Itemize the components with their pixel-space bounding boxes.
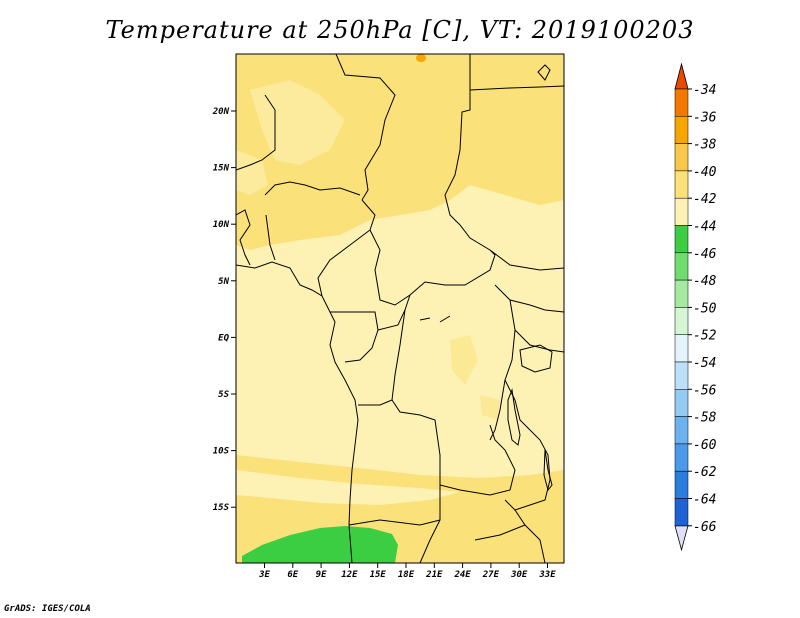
field-patch-north <box>250 80 345 165</box>
colorbar-label: -46 <box>693 247 717 262</box>
colorbar-segment <box>674 361 689 390</box>
lat-tick-label: 10S <box>213 447 230 457</box>
map-frame <box>235 53 565 564</box>
temperature-field <box>236 54 564 563</box>
colorbar-triangle-top <box>674 62 689 90</box>
colorbar-label: -42 <box>693 192 717 207</box>
lon-tick-label: 9E <box>316 570 327 580</box>
lat-tick-label: 15N <box>213 164 230 174</box>
lat-tick-label: EQ <box>218 333 229 343</box>
colorbar-segment <box>674 279 689 308</box>
colorbar-label: -56 <box>693 383 717 398</box>
colorbar-segment <box>674 225 689 254</box>
coastline-ne <box>537 64 551 81</box>
colorbar: -34 -36 -38 -40 -42 -44 -46 -48 -50 -52 -54 -56 -58 -… <box>674 62 717 552</box>
border-south-1 <box>391 399 516 496</box>
border-north-3 <box>469 85 564 91</box>
lat-tick-label: 5N <box>218 277 229 287</box>
border-north-2 <box>444 54 564 271</box>
map-title: Temperature at 250hPa [C], VT: 201910020… <box>105 16 695 44</box>
colorbar-segment <box>674 143 689 172</box>
border-north-1 <box>335 54 396 201</box>
colorbar-label: -40 <box>693 165 717 180</box>
border-east-3 <box>514 329 564 353</box>
colorbar-segment <box>674 416 689 445</box>
coastline-west-2 <box>236 209 251 266</box>
border-east-2 <box>509 299 564 313</box>
lat-tick-label: 20N <box>212 107 230 117</box>
border-west-2 <box>236 94 276 171</box>
colorbar-label: -54 <box>693 356 716 371</box>
colorbar-label: -44 <box>693 220 716 235</box>
map-boundaries <box>236 54 564 563</box>
lat-tick-label: 10N <box>213 220 230 230</box>
lon-axis: 3E 6E 9E 12E 15E 18E 21E 24E 27E 30E 33E <box>258 563 556 580</box>
lon-tick-label: 27E <box>482 570 500 580</box>
colorbar-label: -36 <box>693 110 717 125</box>
colorbar-segment <box>674 170 689 199</box>
border-east-1 <box>489 284 516 441</box>
border-west-3 <box>265 214 276 261</box>
lake-malawi <box>543 449 553 492</box>
lon-tick-label: 33E <box>538 570 556 580</box>
colorbar-label: -48 <box>693 274 717 289</box>
colorbar-label: -52 <box>693 329 717 344</box>
lon-tick-label: 18E <box>398 570 415 580</box>
colorbar-segment <box>674 389 689 417</box>
border-south-4 <box>474 524 526 541</box>
lat-axis: 20N 15N 10N 5N EQ 5S 10S 15S <box>212 107 236 513</box>
border-central-3 <box>330 311 379 363</box>
colorbar-segment <box>674 116 689 144</box>
coastline-west <box>236 261 359 563</box>
colorbar-segment <box>674 307 689 335</box>
lon-tick-label: 30E <box>510 570 528 580</box>
colorbar-segment <box>674 197 689 226</box>
field-spot-38-36 <box>416 54 426 62</box>
colorbar-segment <box>674 252 689 281</box>
colorbar-label: -34 <box>693 83 716 98</box>
colorbar-segment <box>674 334 689 363</box>
border-central-5 <box>358 309 406 406</box>
lake-victoria <box>519 344 553 373</box>
border-central-1 <box>317 199 376 297</box>
colorbar-triangle-bottom <box>674 525 689 552</box>
field-patch-east <box>480 395 500 420</box>
credit-text: GrADS: IGES/COLA <box>4 604 91 614</box>
field-band-42-40-south <box>236 470 460 505</box>
border-south-2 <box>419 485 441 563</box>
colorbar-label: -64 <box>693 493 716 508</box>
border-central-2 <box>369 229 496 306</box>
lat-tick-label: 5S <box>218 390 229 400</box>
field-patch-center <box>450 335 478 385</box>
lake-tanganyika <box>507 388 521 446</box>
river-segments <box>419 315 451 323</box>
lon-tick-label: 24E <box>453 570 471 580</box>
lon-tick-label: 15E <box>370 570 387 580</box>
lon-tick-label: 3E <box>258 570 270 580</box>
colorbar-label: -50 <box>693 301 717 316</box>
colorbar-label: -58 <box>693 411 717 426</box>
colorbar-label: -62 <box>693 465 717 480</box>
border-west-1 <box>264 181 361 196</box>
field-patch-46-44 <box>242 526 398 563</box>
colorbar-label: -66 <box>693 520 717 535</box>
colorbar-label: -60 <box>693 438 717 453</box>
lon-tick-label: 6E <box>287 570 298 580</box>
lon-tick-label: 21E <box>425 570 443 580</box>
colorbar-segment <box>674 470 689 499</box>
border-south-5 <box>348 519 441 526</box>
lon-tick-label: 12E <box>341 570 358 580</box>
colorbar-segment <box>674 443 689 472</box>
border-central-4 <box>377 294 411 331</box>
border-south-3 <box>514 509 546 563</box>
lat-tick-label: 15S <box>213 503 230 513</box>
colorbar-segment <box>674 88 689 117</box>
colorbar-label: -38 <box>693 138 717 153</box>
border-east-4 <box>504 379 551 511</box>
colorbar-segment <box>674 498 689 527</box>
